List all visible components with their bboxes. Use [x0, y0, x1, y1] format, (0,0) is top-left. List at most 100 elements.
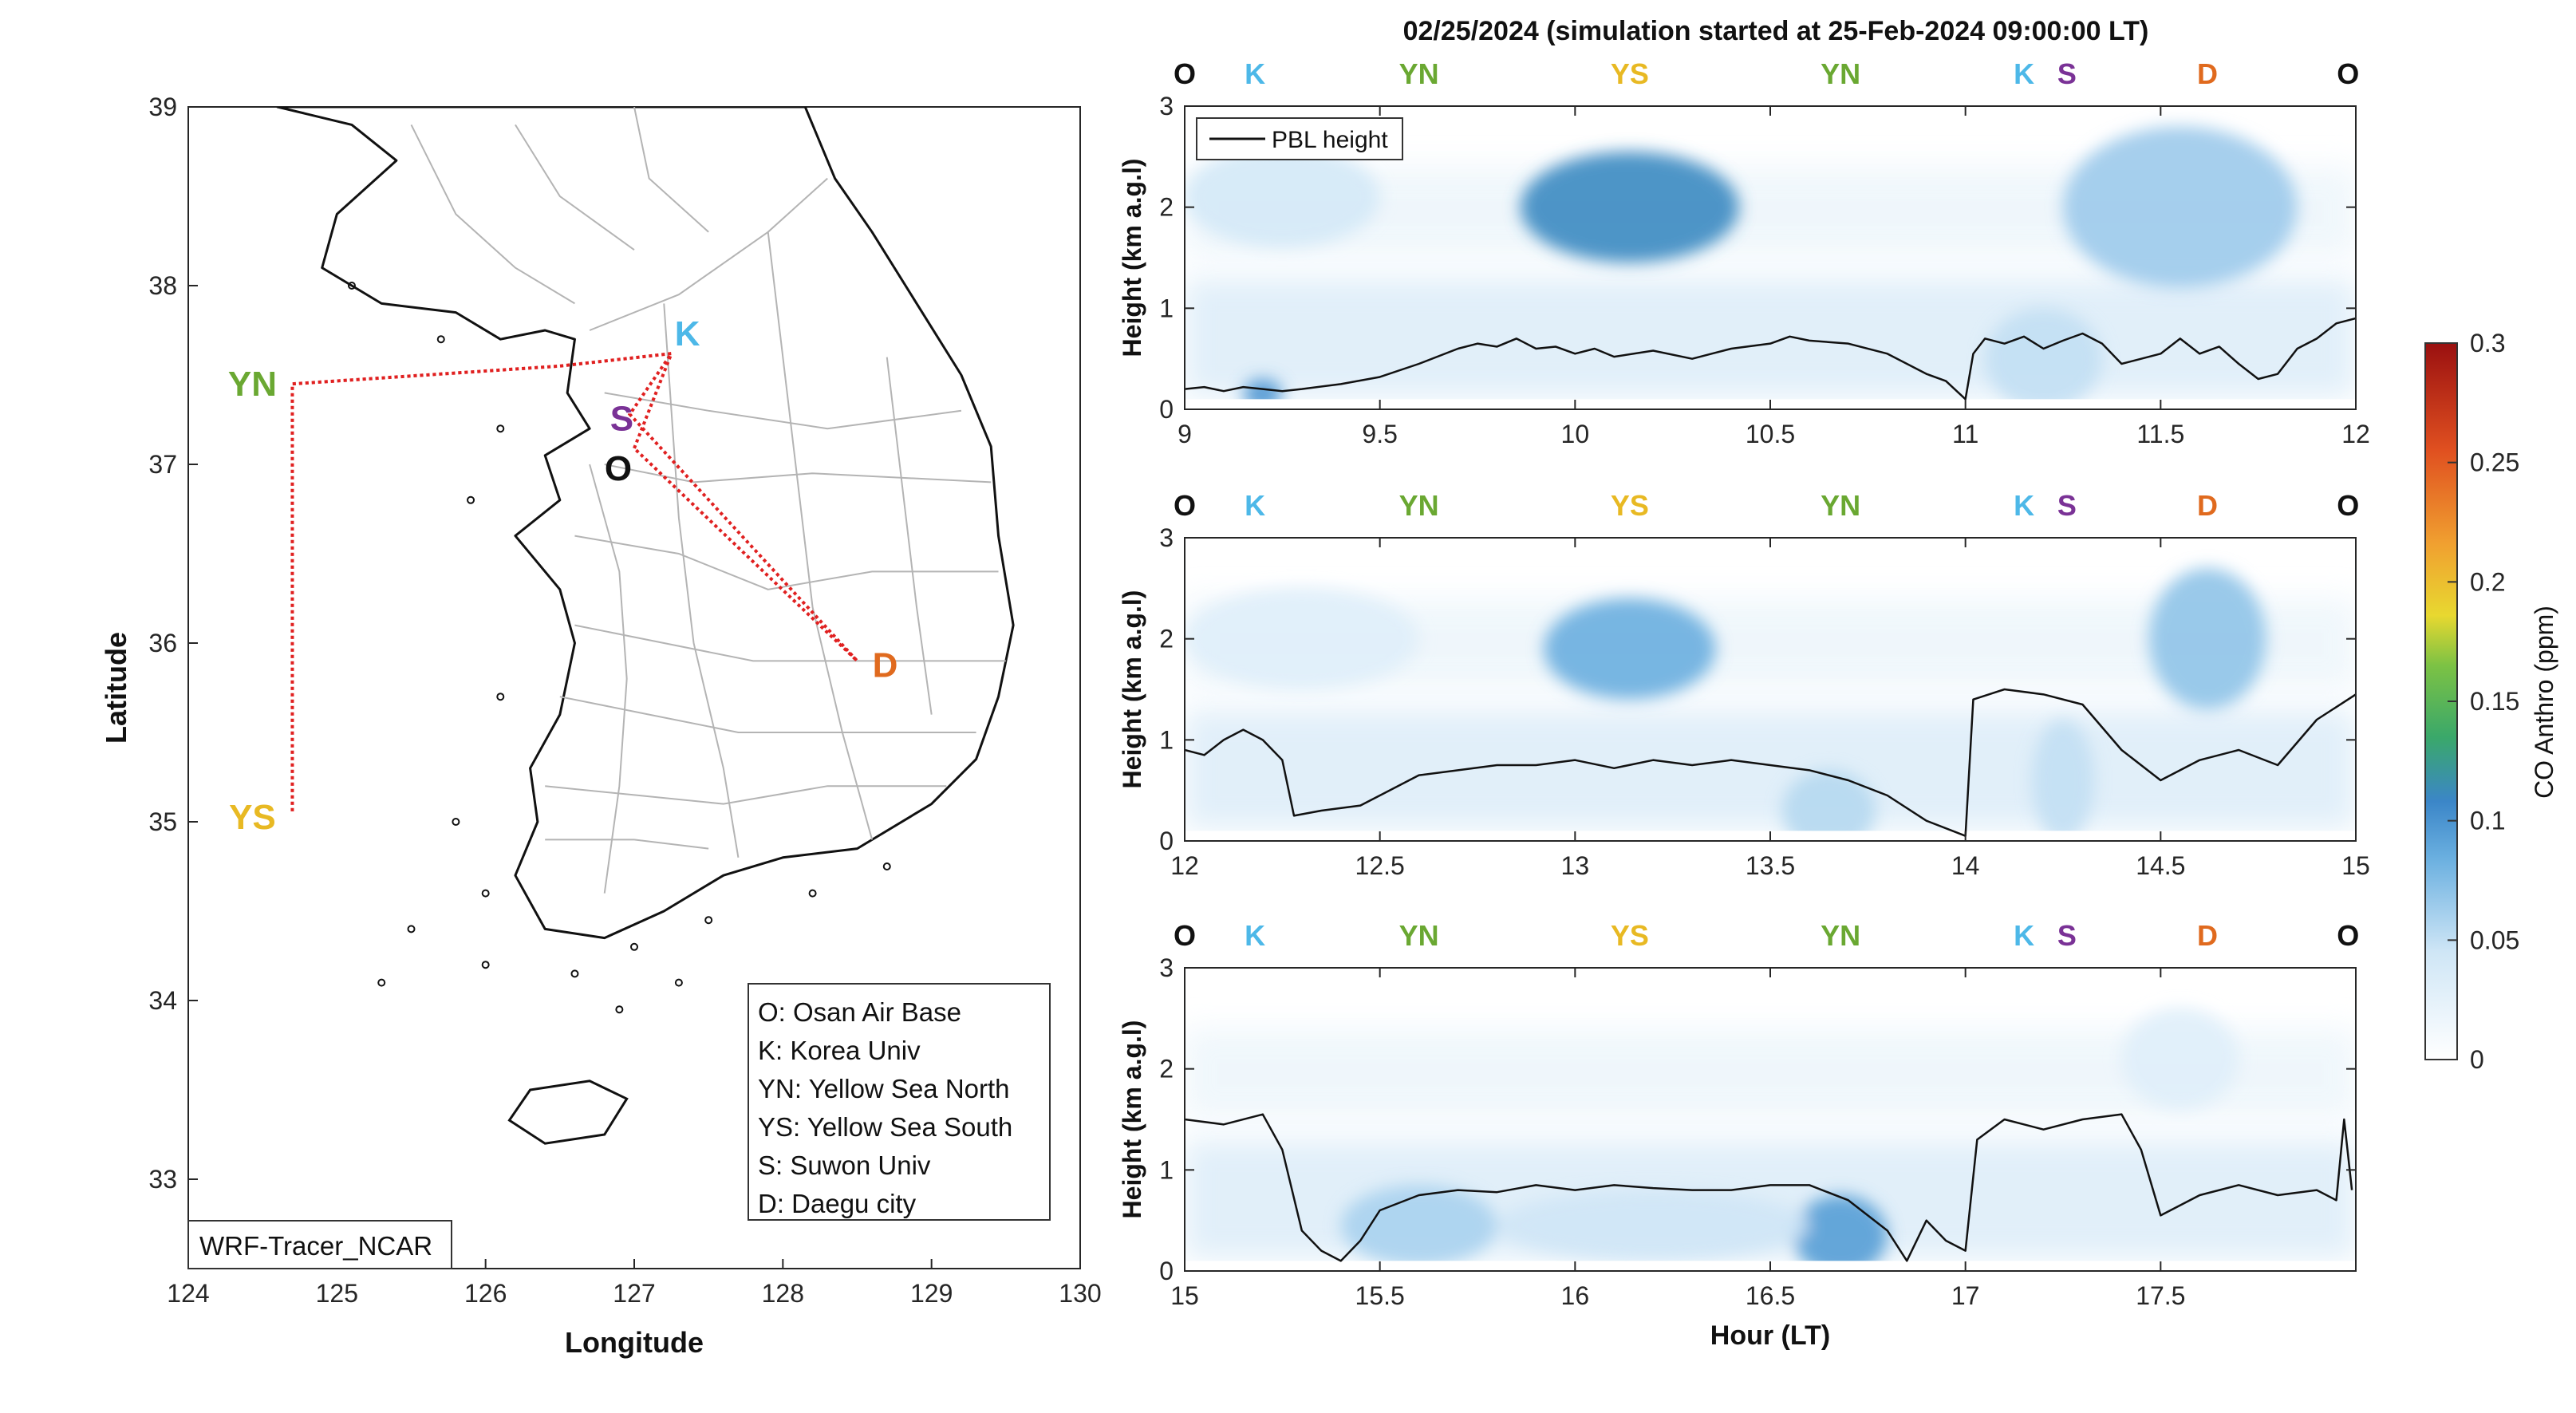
pbl-height-line — [1185, 1113, 2353, 1262]
map-y-tick-label: 34 — [148, 986, 177, 1015]
map-site-label-yn: YN — [228, 365, 277, 404]
y-tick-label: 0 — [1159, 395, 1174, 424]
island-outline — [630, 942, 638, 951]
province-boundary — [545, 785, 947, 805]
co-plume — [2121, 1008, 2239, 1110]
province-boundary — [574, 535, 999, 590]
korea-land-outline — [276, 107, 1015, 1145]
island-outline — [467, 495, 475, 504]
site-legend-item: D: Daegu city — [758, 1189, 917, 1218]
site-legend-item: YN: Yellow Sea North — [758, 1074, 1010, 1103]
y-axis-label: Height (km a.g.l) — [1118, 159, 1146, 357]
map-y-label: Latitude — [100, 632, 132, 744]
y-tick-label: 2 — [1159, 193, 1174, 222]
island-outline — [347, 282, 356, 290]
site-marker-label-yn: YN — [1821, 919, 1860, 952]
colorbar-tick-label: 0.25 — [2470, 448, 2519, 477]
map-site-label-k: K — [675, 314, 700, 353]
co-concentration-field — [1185, 538, 2356, 841]
pbl-legend: PBL height — [1196, 117, 1403, 160]
x-tick-label: 10.5 — [1746, 420, 1795, 448]
map-x-tick-label: 127 — [613, 1279, 655, 1308]
model-label-box — [187, 1220, 452, 1269]
x-tick-label: 11 — [1952, 420, 1978, 448]
co-concentration-field — [1185, 968, 2356, 1271]
province-boundary — [767, 231, 874, 840]
site-marker-label-o: O — [2337, 489, 2359, 522]
site-marker-label-d: D — [2197, 489, 2218, 522]
jeju-island-coastline — [507, 1079, 629, 1145]
site-marker-label-k: K — [2014, 489, 2034, 522]
site-marker-label-k: K — [1245, 919, 1265, 952]
map-y-tick-label: 33 — [148, 1165, 177, 1194]
site-marker-label-o: O — [1174, 57, 1196, 90]
colorbar-tick-label: 0.1 — [2470, 807, 2505, 835]
co-plume — [1185, 146, 1380, 248]
province-boundary — [410, 124, 575, 305]
x-tick-label: 11.5 — [2136, 420, 2184, 448]
co-plume — [2063, 126, 2298, 288]
province-boundary — [559, 696, 976, 733]
province-boundary — [886, 357, 933, 715]
peninsula-coastline — [276, 107, 1015, 940]
site-marker-label-d: D — [2197, 57, 2218, 90]
site-marker-label-s: S — [2057, 489, 2077, 522]
site-marker-label-o: O — [2337, 919, 2359, 952]
site-legend-item: K: Korea Univ — [758, 1036, 921, 1065]
x-tick-label: 15 — [2341, 851, 2370, 880]
co-plume — [1497, 1190, 1809, 1261]
x-tick-label: 10 — [1561, 420, 1590, 448]
site-marker-label-d: D — [2197, 919, 2218, 952]
field-haze-band — [1185, 709, 2356, 829]
x-tick-label: 14 — [1951, 851, 1980, 880]
island-outline — [496, 424, 505, 433]
map-x-tick-label: 125 — [316, 1279, 358, 1308]
province-boundary — [545, 839, 709, 850]
province-boundary — [574, 624, 1006, 662]
x-tick-label: 12 — [2341, 420, 2370, 448]
site-marker-label-yn: YN — [1399, 919, 1439, 952]
colorbar-tick-label: 0.05 — [2470, 926, 2519, 954]
site-marker-label-k: K — [2014, 57, 2034, 90]
x-tick-label: 15.5 — [1355, 1281, 1405, 1310]
pbl-legend-label: PBL height — [1272, 127, 1388, 153]
co-plume — [1793, 1195, 1888, 1271]
map-y-tick-label: 38 — [148, 271, 177, 300]
x-tick-label: 9 — [1178, 420, 1192, 448]
map-y-tick-label: 37 — [148, 450, 177, 479]
site-marker-label-o: O — [1174, 919, 1196, 952]
colorbar: 0 0.05 0.1 0.15 0.2 0.25 0.3 CO Anthro (ppm) — [2424, 329, 2558, 1074]
x-tick-label: 14.5 — [2136, 851, 2185, 880]
field-plumes — [1340, 1008, 2239, 1271]
map-x-tick-label: 126 — [464, 1279, 507, 1308]
province-boundary — [663, 303, 740, 858]
island-outline — [452, 818, 460, 826]
site-marker-label-s: S — [2057, 919, 2077, 952]
map-site-label-ys: YS — [229, 798, 276, 837]
y-tick-label: 1 — [1159, 294, 1174, 322]
co-plume — [1520, 152, 1739, 263]
co-plume — [1781, 770, 1876, 841]
y-tick-label: 3 — [1159, 92, 1174, 120]
island-outline — [481, 889, 490, 898]
colorbar-tick-label: 0.2 — [2470, 567, 2505, 596]
site-legend-item: S: Suwon Univ — [758, 1151, 931, 1180]
y-tick-label: 1 — [1159, 725, 1174, 754]
map-site-label-d: D — [873, 645, 898, 685]
site-marker-label-yn: YN — [1399, 57, 1439, 90]
map-x-tick-label: 129 — [910, 1279, 953, 1308]
site-marker-label-yn: YN — [1821, 57, 1860, 90]
site-marker-label-ys: YS — [1611, 489, 1649, 522]
x-tick-label: 12.5 — [1355, 851, 1405, 880]
island-outline — [570, 969, 579, 978]
field-plumes — [1185, 126, 2298, 409]
y-tick-label: 3 — [1159, 953, 1174, 982]
x-tick-label: 13.5 — [1746, 851, 1795, 880]
site-marker-label-k: K — [1245, 489, 1265, 522]
x-tick-label: 13 — [1561, 851, 1590, 880]
island-outline — [496, 693, 505, 701]
map-x-ticks: 124 125 126 127 128 129 130 — [167, 1259, 1102, 1308]
co-plume — [1985, 308, 2102, 409]
